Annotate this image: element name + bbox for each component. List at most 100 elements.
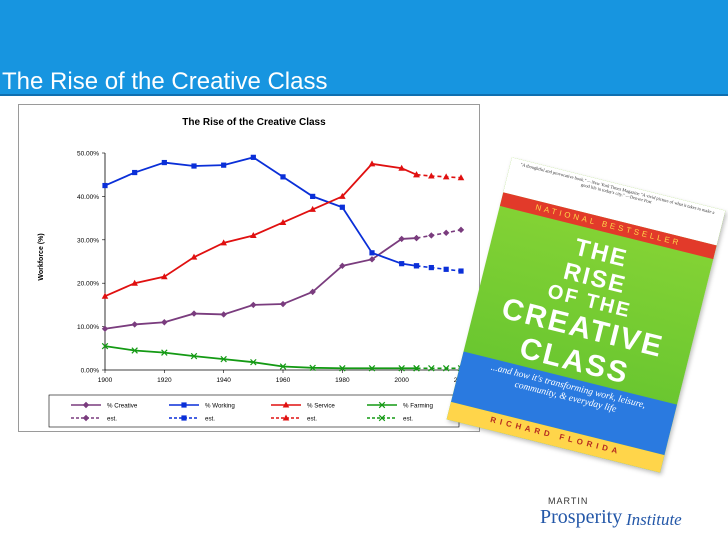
data-point: [458, 268, 464, 274]
data-point: [282, 401, 290, 408]
data-point: [282, 414, 290, 421]
data-point: [190, 310, 198, 317]
logo-martin-text: MARTIN: [548, 496, 589, 506]
data-point: [181, 415, 187, 421]
series-working: [102, 154, 420, 269]
data-point: [309, 205, 316, 212]
data-point-stroke: [131, 347, 138, 354]
data-point: [310, 193, 316, 199]
y-tick-label: 50.00%: [77, 151, 99, 158]
data-point: [181, 402, 187, 408]
legend-label: % Working: [205, 403, 235, 410]
data-point: [82, 414, 90, 422]
data-point-stroke: [442, 365, 450, 372]
data-point: [82, 401, 90, 409]
data-point: [309, 288, 316, 296]
data-point: [221, 162, 227, 168]
data-point-stroke: [368, 365, 376, 372]
legend-item: est.: [169, 415, 215, 423]
series-working-est: [413, 263, 464, 274]
legend-label: % Creative: [107, 403, 138, 410]
data-point: [190, 352, 198, 360]
data-point: [457, 174, 465, 181]
data-point-stroke: [279, 363, 287, 370]
chart-legend: % Creative % Working % Service % Farming est…: [48, 394, 460, 428]
series-layer: [101, 154, 465, 372]
data-point: [428, 172, 435, 179]
data-point: [250, 154, 256, 160]
data-point-stroke: [378, 414, 386, 422]
legend-label: % Service: [307, 403, 335, 410]
data-point: [131, 321, 138, 328]
series-farming: [101, 342, 420, 372]
data-point: [428, 264, 434, 271]
data-point: [161, 319, 168, 326]
legend-label: % Farming: [403, 403, 433, 410]
series-line: [104, 156, 417, 267]
slide-title: The Rise of the Creative Class: [2, 68, 328, 95]
data-point-stroke: [220, 355, 227, 363]
legend-item: % Creative: [71, 401, 138, 410]
series-line: [416, 265, 462, 272]
legend-box: [48, 394, 460, 428]
data-point: [442, 173, 450, 180]
title-bar: [0, 0, 728, 94]
data-point: [428, 365, 435, 372]
data-point-stroke: [250, 358, 257, 366]
data-point: [279, 363, 287, 370]
data-point: [101, 325, 109, 332]
legend-item: % Farming: [367, 401, 433, 410]
chart-axes: 0.00% 10.00% 20.00% 30.00% 40.00% 50.00% 1900 1…: [77, 151, 469, 385]
data-point: [399, 261, 405, 267]
data-point: [102, 182, 108, 189]
series-line: [104, 237, 417, 330]
data-point: [190, 253, 198, 260]
data-point: [161, 273, 168, 280]
legend-item: % Working: [169, 402, 235, 410]
x-tick-label: 2000: [394, 377, 409, 384]
data-point-stroke: [398, 365, 405, 372]
y-tick-label: 10.00%: [77, 324, 99, 331]
data-point: [398, 235, 405, 243]
data-point-stroke: [339, 365, 346, 372]
data-point-stroke: [161, 349, 168, 356]
data-point: [101, 292, 109, 299]
series-line: [104, 162, 417, 298]
series-service: [101, 160, 420, 299]
data-point: [161, 159, 167, 166]
legend-item: % Service: [271, 401, 335, 410]
data-point-stroke: [190, 352, 198, 360]
data-point: [398, 365, 405, 372]
x-tick-label: 1920: [157, 377, 172, 384]
data-point: [250, 231, 257, 238]
x-tick-label: 1980: [335, 377, 350, 384]
book-cover-image: "A thoughtful and provocative book." —Ne…: [446, 157, 726, 473]
data-point: [220, 311, 227, 318]
logo-prosperity-text: Prosperity: [540, 506, 623, 528]
data-point: [413, 263, 420, 269]
data-point: [369, 250, 375, 256]
chart-title: The Rise of the Creative Class: [182, 117, 326, 128]
series-creative-est: [413, 226, 465, 242]
legend-label: est.: [205, 416, 215, 423]
data-point: [250, 301, 257, 309]
data-point: [279, 218, 287, 225]
data-point-stroke: [428, 365, 435, 372]
data-point: [191, 163, 197, 169]
legend-item: est.: [271, 414, 317, 423]
y-tick-label: 20.00%: [77, 281, 99, 288]
y-tick-label: 40.00%: [77, 194, 99, 201]
data-point: [457, 226, 465, 234]
legend-item: est.: [367, 414, 413, 423]
data-point: [131, 279, 138, 286]
data-point: [280, 174, 286, 180]
data-point: [442, 365, 450, 372]
title-bar-rule: [0, 94, 728, 96]
data-point: [442, 229, 450, 237]
data-point: [378, 414, 386, 422]
logo-institute-text: Institute: [626, 510, 682, 529]
data-point: [443, 266, 449, 272]
legend-label: est.: [307, 416, 317, 423]
data-point: [101, 342, 109, 350]
data-point: [413, 234, 420, 242]
